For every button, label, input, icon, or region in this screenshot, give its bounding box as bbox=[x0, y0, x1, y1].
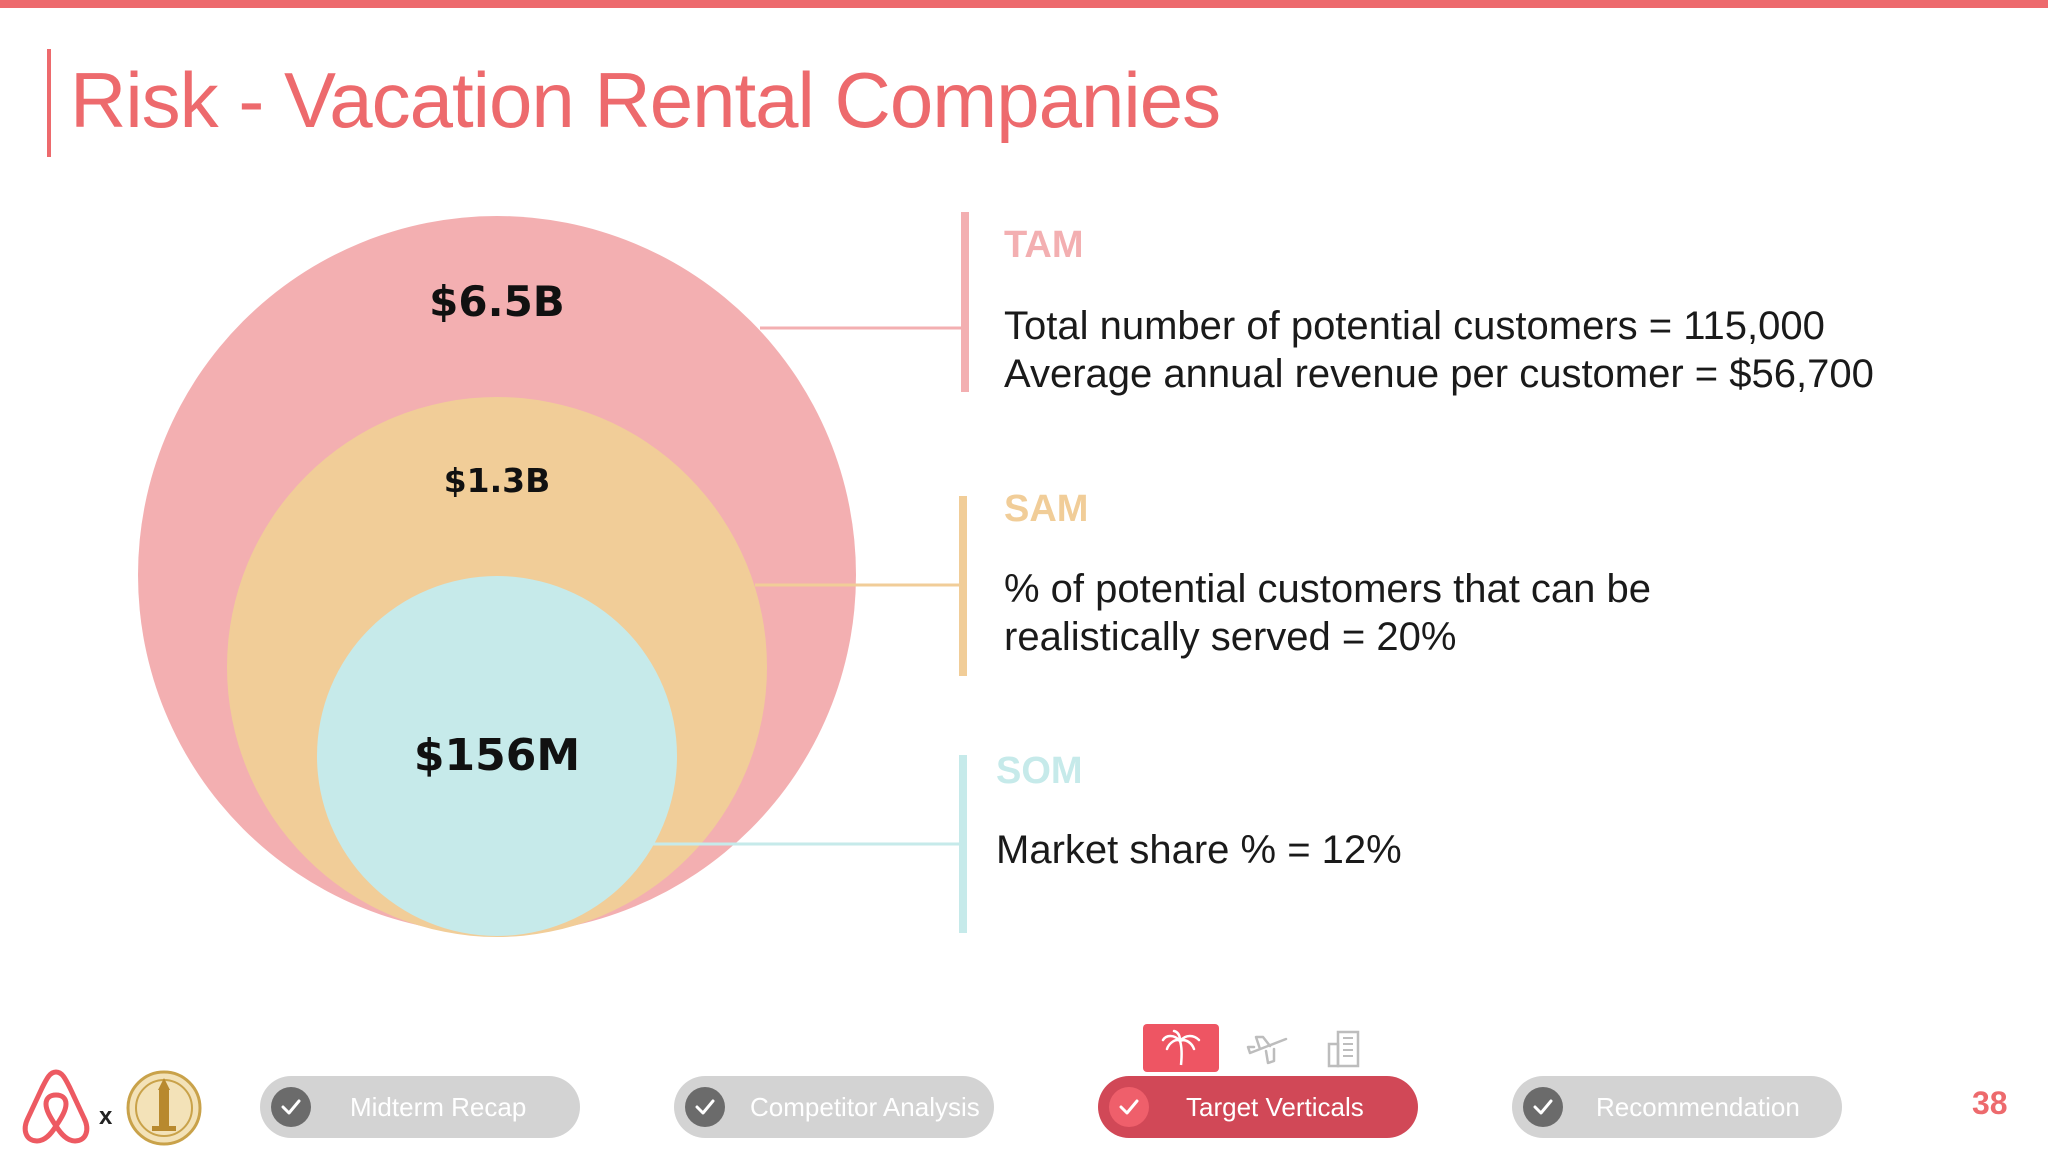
check-icon bbox=[685, 1087, 725, 1127]
nav-label: Target Verticals bbox=[1186, 1091, 1364, 1122]
sam-bracket bbox=[959, 496, 967, 676]
tam-heading: TAM bbox=[1004, 224, 1084, 266]
som-description: Market share % = 12% bbox=[996, 826, 1402, 874]
check-icon bbox=[1523, 1087, 1563, 1127]
palm-tree-icon[interactable] bbox=[1143, 1024, 1219, 1072]
tam-bracket bbox=[961, 212, 969, 392]
nav-label: Competitor Analysis bbox=[750, 1091, 980, 1122]
airplane-icon[interactable] bbox=[1243, 1024, 1293, 1072]
tam-description: Total number of potential customers = 11… bbox=[1004, 302, 1874, 398]
top-accent-bar bbox=[0, 0, 2048, 8]
nav-midterm-recap[interactable]: Midterm Recap bbox=[260, 1076, 580, 1138]
sam-description-line: realistically served = 20% bbox=[1004, 615, 1457, 659]
sam-description-line: % of potential customers that can be bbox=[1004, 567, 1652, 611]
logo-separator: x bbox=[99, 1103, 113, 1130]
som-description-line: Market share % = 12% bbox=[996, 828, 1402, 872]
som-value: $156M bbox=[414, 730, 580, 781]
sam-value: $1.3B bbox=[444, 461, 551, 500]
tam-value: $6.5B bbox=[429, 277, 565, 326]
nav-competitor-analysis[interactable]: Competitor Analysis bbox=[674, 1076, 994, 1138]
airbnb-logo bbox=[22, 1069, 90, 1144]
airbnb-logo-mark bbox=[22, 1069, 90, 1144]
tam-description-line: Average annual revenue per customer = $5… bbox=[1004, 352, 1874, 396]
nav-recommendation[interactable]: Recommendation bbox=[1512, 1076, 1842, 1138]
som-heading: SOM bbox=[996, 750, 1083, 792]
sam-heading: SAM bbox=[1004, 488, 1089, 530]
page-title: Risk - Vacation Rental Companies bbox=[70, 56, 1221, 144]
nav-label: Recommendation bbox=[1596, 1091, 1800, 1122]
nav-label: Midterm Recap bbox=[350, 1091, 527, 1122]
page-number: 38 bbox=[1972, 1085, 2008, 1121]
nav-target-verticals[interactable]: Target Verticals bbox=[1098, 1076, 1418, 1138]
check-icon bbox=[271, 1087, 311, 1127]
university-seal-logo bbox=[126, 1070, 202, 1146]
building-icon[interactable] bbox=[1322, 1024, 1366, 1072]
sam-description: % of potential customers that can be rea… bbox=[1004, 565, 1651, 661]
som-bracket bbox=[959, 755, 967, 933]
title-accent-rule bbox=[47, 49, 51, 157]
som-circle bbox=[317, 576, 677, 936]
check-icon bbox=[1109, 1087, 1149, 1127]
tam-description-line: Total number of potential customers = 11… bbox=[1004, 304, 1825, 348]
